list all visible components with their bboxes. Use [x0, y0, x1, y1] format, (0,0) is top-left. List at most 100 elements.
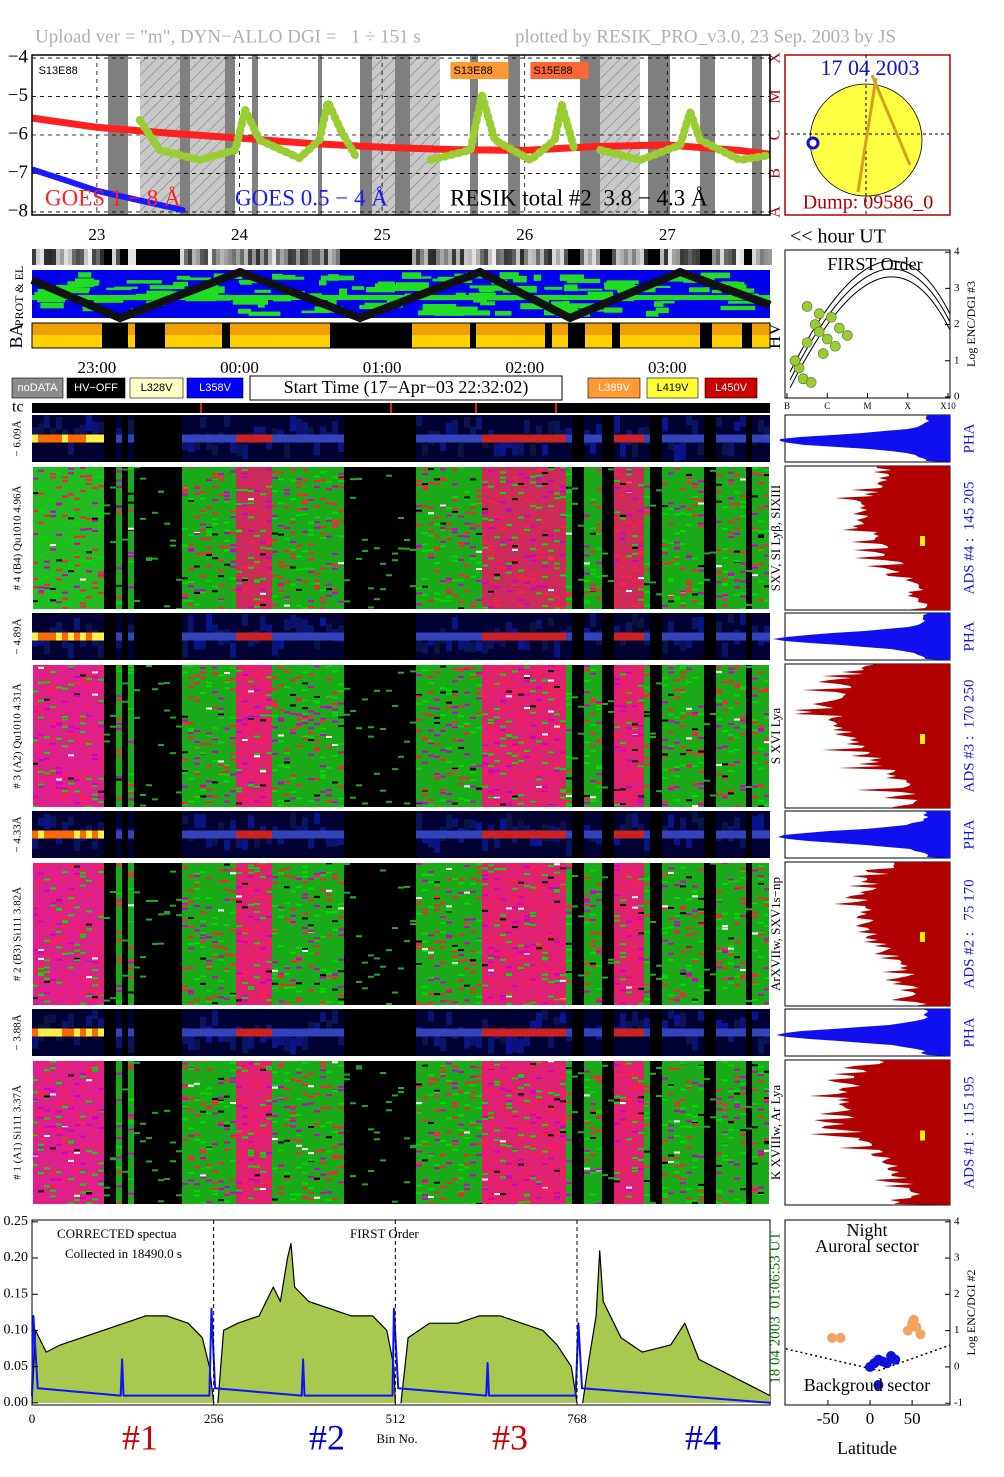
- pha-cell: [542, 633, 548, 651]
- spec-col: [428, 664, 434, 808]
- sun-date: 17 04 2003: [821, 55, 920, 80]
- spec-streak: [680, 602, 686, 605]
- spec-streak: [254, 735, 260, 738]
- spec-streak: [446, 800, 452, 803]
- spec-streak: [740, 500, 746, 503]
- spec-streak: [584, 801, 590, 804]
- spec-streak: [560, 526, 566, 529]
- spec-streak: [740, 686, 746, 689]
- spec-streak: [434, 562, 440, 565]
- spec-streak: [212, 750, 218, 753]
- spec-streak: [710, 794, 716, 797]
- spec-streak: [344, 687, 350, 690]
- spec-streak: [116, 749, 122, 752]
- spec-streak: [482, 878, 488, 881]
- spec-col: [248, 862, 254, 1006]
- spec-streak: [686, 473, 692, 476]
- spec-streak: [200, 667, 206, 670]
- spec-streak: [38, 872, 44, 875]
- spec-streak: [416, 603, 422, 606]
- spec-streak: [260, 770, 266, 773]
- spec-col: [266, 862, 272, 1006]
- spec-col: [428, 466, 434, 610]
- spec-streak: [290, 729, 296, 732]
- legend-box-label: L389V: [598, 382, 630, 394]
- spec-streak: [338, 600, 344, 603]
- spec-streak: [236, 886, 242, 889]
- spec-streak: [734, 805, 740, 808]
- spec-streak: [764, 1002, 770, 1005]
- spec-streak: [332, 801, 338, 804]
- spec-col: [62, 466, 68, 610]
- spec-streak: [68, 725, 74, 728]
- spec-streak: [512, 736, 518, 739]
- spec-streak: [116, 718, 122, 721]
- spec-streak: [302, 875, 308, 878]
- spec-streak: [350, 478, 356, 481]
- spec-streak: [620, 951, 626, 954]
- spec-streak: [128, 560, 134, 563]
- spec-streak: [524, 525, 530, 528]
- pha-cell: [32, 837, 38, 849]
- spec-streak: [716, 914, 722, 917]
- spec-streak: [506, 803, 512, 806]
- spec-streak: [716, 565, 722, 568]
- spec-streak: [506, 571, 512, 574]
- spec-streak: [554, 890, 560, 893]
- spec-streak: [32, 589, 38, 592]
- spec-streak: [284, 984, 290, 987]
- spec-streak: [740, 478, 746, 481]
- pha-cell: [668, 814, 674, 828]
- spec-streak: [542, 605, 548, 608]
- spec-streak: [614, 987, 620, 990]
- prot-blob: [479, 289, 495, 293]
- ba-gap: [545, 323, 552, 348]
- spec-streak: [296, 966, 302, 969]
- spec-streak: [680, 675, 686, 678]
- spec-streak: [194, 904, 200, 907]
- pha-cell: [98, 422, 104, 434]
- header-left: Upload ver = "m", DYN−ALLO DGI = 1 ÷ 151…: [35, 26, 421, 47]
- spec-streak: [392, 991, 398, 994]
- spec-streak: [248, 784, 254, 787]
- timeline-cell: [588, 249, 592, 265]
- spec-streak: [680, 691, 686, 694]
- spec-streak: [554, 980, 560, 983]
- timeline-cell: [320, 249, 324, 265]
- spec-streak: [314, 874, 320, 877]
- spec-streak: [188, 736, 194, 739]
- spec-streak: [260, 520, 266, 523]
- spec-col: [188, 466, 194, 610]
- spec-streak: [584, 691, 590, 694]
- spec-streak: [692, 483, 698, 486]
- spec-streak: [722, 570, 728, 573]
- spec-streak: [116, 1000, 122, 1003]
- spec-streak: [638, 585, 644, 588]
- pha-gap: [344, 811, 350, 858]
- spec-streak: [194, 565, 200, 568]
- spec-streak: [560, 515, 566, 518]
- spec-streak: [212, 523, 218, 526]
- timeline-cell: [296, 249, 300, 265]
- spec-streak: [62, 700, 68, 703]
- spec-streak: [620, 673, 626, 676]
- spec-streak: [200, 676, 206, 679]
- spec-streak: [536, 947, 542, 950]
- spec-streak: [434, 516, 440, 519]
- spec-streak: [518, 598, 524, 601]
- pha-band: [272, 434, 278, 443]
- spec-streak: [500, 997, 506, 1000]
- spec-streak: [668, 522, 674, 525]
- pha-band: [512, 632, 518, 641]
- spec-streak: [200, 785, 206, 788]
- spec-streak: [566, 864, 572, 867]
- spec-streak: [218, 599, 224, 602]
- spec-streak: [272, 470, 278, 473]
- spec-streak: [422, 932, 428, 935]
- spec-streak: [302, 530, 308, 533]
- pha-band: [128, 632, 134, 641]
- spec-streak: [554, 562, 560, 565]
- spec-streak: [44, 772, 50, 775]
- spec-streak: [530, 504, 536, 507]
- pha-cell: [458, 441, 464, 458]
